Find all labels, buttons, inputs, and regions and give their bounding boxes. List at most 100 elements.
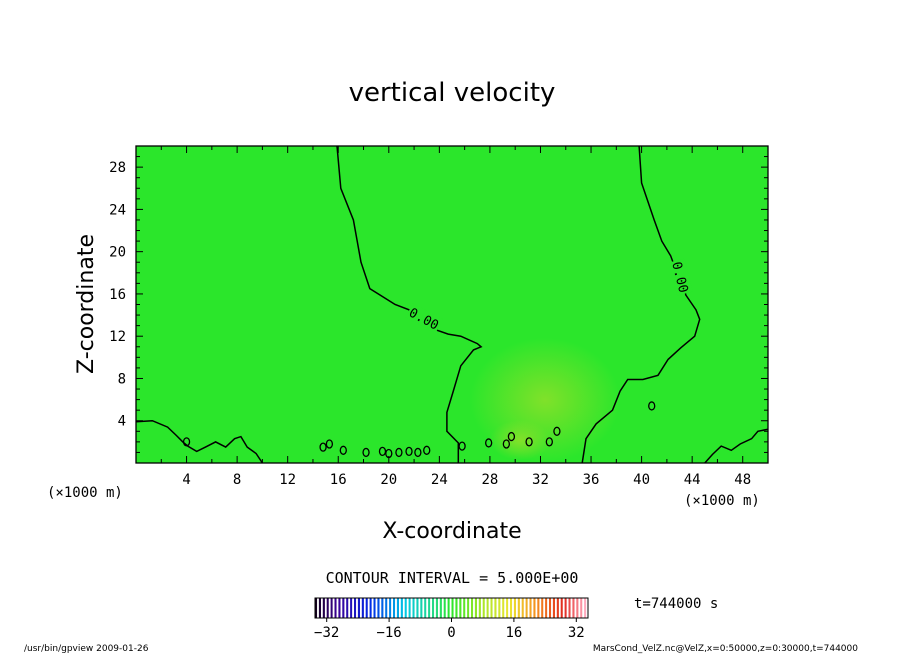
x-tick-label: 36 (583, 472, 600, 488)
colorbar-gap (512, 598, 514, 618)
colorbar-tick-label: −32 (314, 625, 339, 641)
y-tick-label: 8 (118, 371, 126, 387)
footer-right: MarsCond_VelZ.nc@VelZ,x=0:50000,z=0:3000… (593, 644, 858, 654)
contour-labels: 0.000.00 (405, 258, 693, 334)
x-tick-label: 12 (279, 472, 296, 488)
colorbar-cell (342, 598, 345, 618)
contour-line-bottom-right (704, 428, 768, 463)
time-label: t=744000 s (634, 596, 718, 612)
colorbar-cell (552, 598, 556, 618)
colorbar-cell (400, 598, 403, 618)
colorbar-tick-label: 0 (447, 625, 455, 641)
colorbar-cell (529, 598, 532, 618)
x-axis-ticks: 4 8 12 16 20 24 28 32 36 40 44 48 (160, 146, 769, 488)
contour-line-left (336, 146, 483, 463)
colorbar-cell (541, 598, 544, 618)
x-tick-label: 4 (182, 472, 190, 488)
x-unit-right: (×1000 m) (684, 493, 760, 509)
colorbar-gap (527, 598, 530, 618)
small-contour-3 (339, 445, 347, 455)
colorbar-gap (317, 598, 319, 618)
colorbar-cell (564, 598, 567, 618)
colorbar-gap (391, 598, 393, 618)
colorbar-cell (455, 598, 458, 618)
colorbar-cell (420, 598, 423, 618)
colorbar-gap (422, 598, 425, 618)
y-tick-label: 28 (109, 160, 126, 176)
contour-line-right (581, 146, 701, 463)
colorbar-tick-label: 32 (568, 625, 585, 641)
colorbar-cell (357, 598, 361, 618)
colorbar-cell (521, 598, 524, 618)
colorbar-gap (465, 598, 468, 618)
colorbar-cell (334, 598, 337, 618)
colorbar-gap (321, 598, 323, 618)
colorbar-cell (576, 598, 579, 618)
colorbar-gap (457, 598, 460, 618)
colorbar-gap (328, 598, 331, 618)
colorbar-cell (381, 598, 384, 618)
colorbar-gap (508, 598, 510, 618)
colorbar-cell (502, 598, 505, 618)
colorbar-tick-label: 16 (505, 625, 522, 641)
colorbar-cell (373, 598, 376, 618)
contour-lines (136, 146, 768, 463)
contour-label-left-gap (405, 303, 443, 334)
contour-line-bottom-left (136, 419, 264, 463)
chart-title: vertical velocity (349, 78, 556, 108)
contour-interval: CONTOUR INTERVAL = 5.000E+00 (326, 569, 579, 587)
x-axis-label: X-coordinate (382, 519, 521, 544)
y-tick-label: 20 (109, 245, 126, 261)
colorbar-cell (432, 598, 435, 618)
colorbar-gap (324, 598, 327, 618)
small-contour-16 (545, 437, 553, 447)
colorbar-cell (549, 598, 552, 618)
colorbar-cell (584, 598, 587, 618)
y-axis-label: Z-coordinate (74, 234, 99, 374)
x-tick-label: 16 (330, 472, 347, 488)
small-contour-13 (502, 439, 511, 449)
colorbar-gap (551, 598, 553, 618)
colorbar-gap (473, 598, 475, 618)
y-tick-label: 12 (109, 329, 126, 345)
small-contour-15 (525, 437, 533, 447)
colorbar-cell (393, 598, 396, 618)
colorbar-cell (459, 598, 462, 618)
colorbar-cell (533, 598, 536, 618)
small-contour-1 (319, 442, 327, 452)
field-background (136, 146, 768, 463)
colorbar-gap (578, 598, 581, 618)
colorbar-cell (369, 598, 372, 618)
colorbar-gap (531, 598, 534, 618)
colorbar-gap (402, 598, 405, 618)
colorbar-cell (412, 598, 415, 618)
colorbar-cell (525, 598, 528, 618)
small-contour-11 (458, 441, 466, 451)
colorbar-cell (330, 598, 333, 618)
colorbar-cell (404, 598, 407, 618)
colorbar-cell (396, 598, 400, 618)
colorbar-gap (441, 598, 444, 618)
colorbar-cell (315, 598, 318, 618)
colorbar-gap (414, 598, 417, 618)
colorbar-gap (558, 598, 561, 618)
y-tick-label: 24 (109, 202, 126, 218)
colorbar-gap (344, 598, 347, 618)
colorbar-cell (580, 598, 583, 618)
x-unit-left: (×1000 m) (47, 485, 123, 501)
colorbar-cell (443, 598, 446, 618)
colorbar-cell (490, 598, 493, 618)
colorbar-gap (516, 598, 518, 618)
colorbar-cell (439, 598, 442, 618)
colorbar-gap (430, 598, 432, 618)
colorbar-cell (424, 598, 427, 618)
colorbar-cell (322, 598, 325, 618)
colorbar-cell (326, 598, 329, 618)
colorbar-gap (363, 598, 366, 618)
footer-left: /usr/bin/gpview 2009-01-26 (24, 644, 149, 654)
x-tick-label: 32 (532, 472, 549, 488)
colorbar-gap (356, 598, 358, 618)
x-tick-label: 28 (481, 472, 498, 488)
colorbar-gap (445, 598, 448, 618)
